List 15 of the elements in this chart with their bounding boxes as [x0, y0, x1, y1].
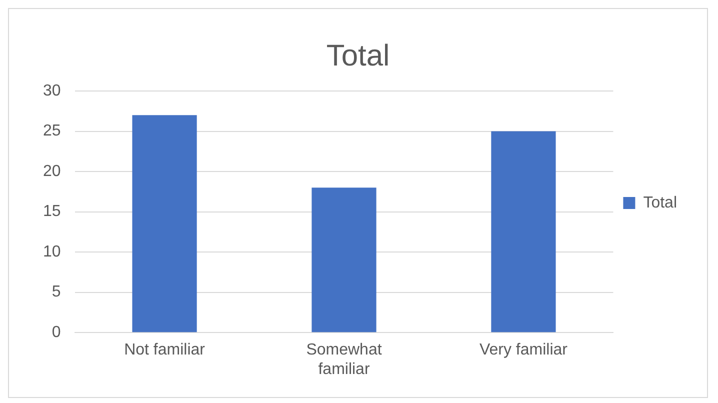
y-tick-label: 0	[52, 324, 61, 342]
bar	[491, 131, 556, 332]
bar	[132, 115, 197, 332]
x-tick-label: Somewhat familiar	[306, 342, 382, 378]
y-tick-label: 20	[43, 162, 61, 180]
x-tick-label: Very familiar	[479, 342, 568, 359]
bar	[312, 188, 376, 332]
legend-label: Total	[643, 194, 677, 212]
x-tick-label: Not familiar	[124, 342, 206, 359]
y-tick-label: 5	[52, 284, 61, 301]
y-tick-label: 25	[43, 122, 61, 140]
chart-title: Total	[326, 39, 390, 72]
y-tick-label: 10	[43, 243, 61, 260]
y-tick-label: 30	[43, 82, 61, 100]
y-tick-label: 15	[43, 203, 61, 220]
